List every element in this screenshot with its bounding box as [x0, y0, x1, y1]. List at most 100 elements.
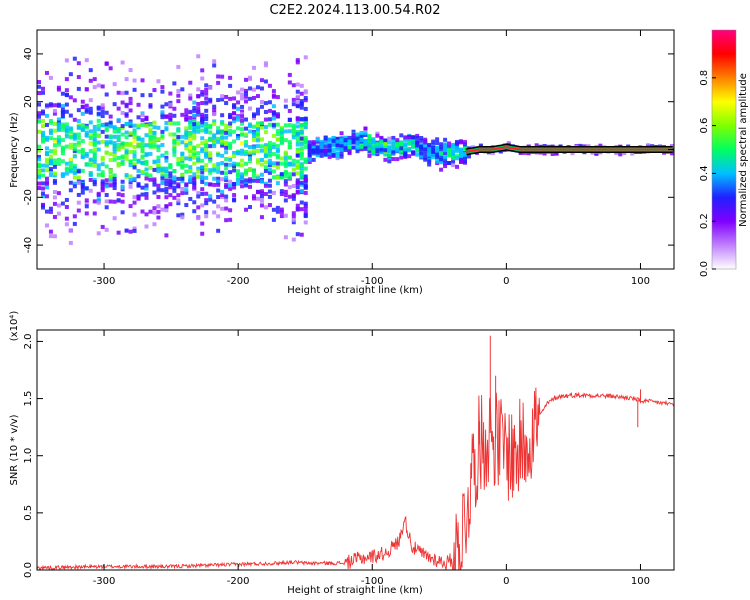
spectrogram-cell [116, 106, 121, 111]
spectrogram-cell [76, 132, 81, 137]
spectrogram-cell [76, 142, 81, 147]
spectrogram-cell [371, 146, 376, 151]
spectrogram-ridge [465, 143, 673, 156]
spectrogram-cell [415, 143, 420, 148]
colorbar-tick-label: 0.8 [699, 70, 710, 86]
spectrogram-cell [279, 209, 284, 214]
spectrogram-cell [112, 125, 117, 130]
spectrogram-cell [60, 138, 65, 143]
spectrogram-cell [244, 207, 249, 212]
spectrogram-cell [92, 182, 97, 187]
spectrogram-cell [291, 158, 296, 163]
spectrogram-cell [208, 144, 213, 149]
spectrogram-cell [180, 87, 185, 92]
spectrogram-cell [307, 152, 312, 157]
spectrogram-cell [152, 135, 157, 140]
spectrogram-cell [224, 130, 229, 135]
spectrogram-cell [220, 161, 225, 166]
spectrogram-cell [267, 194, 272, 199]
spectrogram-cell [451, 163, 456, 168]
spectrogram-cell [116, 230, 121, 235]
x-tick-label: -300 [93, 576, 116, 587]
spectrogram-cell [216, 98, 221, 103]
spectrogram-cell [132, 130, 137, 135]
spectrogram-cell [275, 122, 280, 127]
spectrogram-cell [251, 178, 256, 183]
spectrogram-cell [307, 140, 312, 145]
spectrogram-cell [331, 147, 336, 152]
spectrogram-cell [116, 90, 121, 95]
spectrogram-cell [263, 160, 268, 165]
spectrogram-cell [399, 146, 404, 151]
spectrogram-cell [64, 144, 69, 149]
y-tick-label: 0.0 [23, 562, 34, 578]
spectrogram-cell [128, 229, 133, 234]
spectrogram-cell [259, 157, 264, 162]
spectrogram-cell [196, 124, 201, 129]
spectrogram-cell [228, 208, 233, 213]
spectrogram-cell [303, 55, 308, 60]
spectrogram-cell [283, 198, 288, 203]
spectrogram-cell [403, 145, 408, 150]
spectrogram-cell [52, 195, 57, 200]
spectrogram-cell [48, 159, 53, 164]
spectrogram-cell [192, 136, 197, 141]
spectrogram-cell [275, 147, 280, 152]
spectrogram-cell [160, 153, 165, 158]
y-tick-label: 1.0 [23, 448, 34, 464]
spectrogram-cell [275, 161, 280, 166]
spectrogram-cell [598, 143, 603, 148]
spectrogram-cell [120, 141, 125, 146]
spectrogram-cell [152, 206, 157, 211]
spectrogram-cell [267, 203, 272, 208]
spectrogram-cell [192, 155, 197, 160]
spectrogram-cell [455, 156, 460, 161]
spectrogram-cell [192, 130, 197, 135]
spectrogram-cell [204, 191, 209, 196]
spectrogram-cell [375, 149, 380, 154]
spectrogram-cell [176, 134, 181, 139]
spectrogram-cell [72, 56, 77, 61]
spectrogram-cell [395, 138, 400, 143]
spectrogram-cell [76, 149, 81, 154]
spectrogram-cell [271, 169, 276, 174]
spectrogram-cell [128, 123, 133, 128]
spectrogram-cell [399, 142, 404, 147]
spectrogram-cell [88, 68, 93, 73]
spectrogram-cell [299, 129, 304, 134]
spectrogram-cell [216, 179, 221, 184]
spectrogram-cell [216, 74, 221, 79]
spectrogram-cell [160, 188, 165, 193]
spectrogram-cell [267, 122, 272, 127]
spectrogram-cell [188, 196, 193, 201]
spectrogram-cell [216, 80, 221, 85]
spectrogram-cell [136, 137, 141, 142]
spectrogram-cell [104, 193, 109, 198]
spectrogram-cell [212, 210, 217, 215]
spectrogram-cell [156, 155, 161, 160]
spectrogram-cell [248, 177, 253, 182]
spectrogram-cell [224, 94, 229, 99]
spectrogram-cell [236, 115, 241, 120]
spectrogram-cell [192, 181, 197, 186]
spectrogram-cell [116, 118, 121, 123]
spectrogram-cell [451, 147, 456, 152]
spectrogram-cell [371, 151, 376, 156]
spectrogram-cell [251, 87, 256, 92]
spectrogram-cell [144, 192, 149, 197]
spectrogram-cell [216, 188, 221, 193]
spectrogram-cell [140, 160, 145, 165]
spectrogram-cell [68, 228, 73, 233]
spectrogram-cell [236, 178, 241, 183]
spectrogram-cell [299, 123, 304, 128]
spectrogram-cell [64, 161, 69, 166]
spectrogram-cell [40, 191, 45, 196]
spectrogram-cell [303, 201, 308, 206]
spectrogram-cell [391, 139, 396, 144]
spectrogram-cell [144, 176, 149, 181]
spectrogram-cell [152, 159, 157, 164]
spectrogram-cell [136, 123, 141, 128]
spectrogram-cell [283, 98, 288, 103]
spectrogram-cell [52, 143, 57, 148]
x-tick-label: -100 [361, 576, 384, 587]
